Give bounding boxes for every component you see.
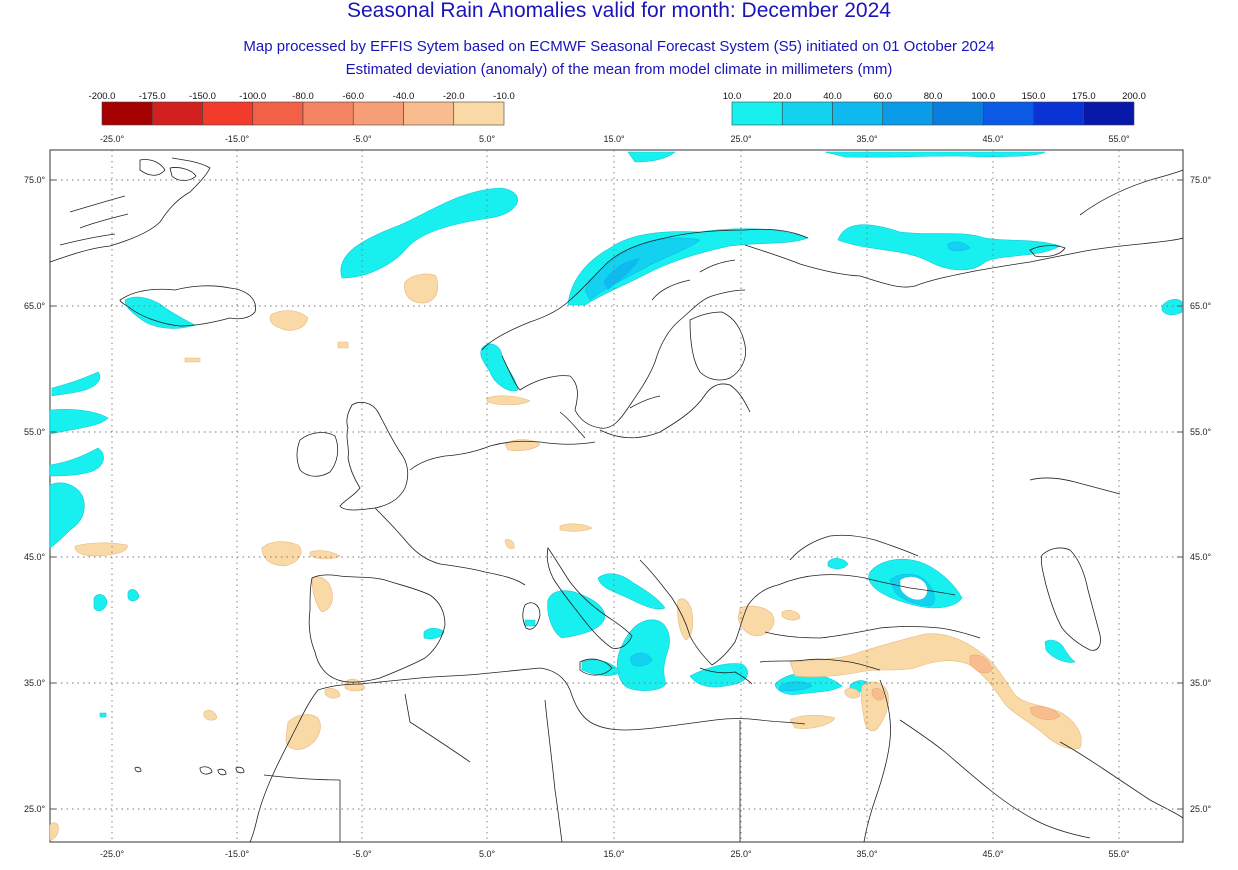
lat-label: 55.0° (24, 427, 46, 437)
legend-positive-label: 60.0 (874, 91, 893, 102)
top-lon-label: -15.0° (225, 134, 250, 144)
legend-negative-swatch (302, 101, 354, 126)
lat-label: 45.0° (24, 552, 46, 562)
legend-positive-swatch (731, 101, 783, 126)
legend-negative-label: -200.0 (89, 91, 116, 102)
legend-positive-swatch (1033, 101, 1085, 126)
legend-negative-swatch (403, 101, 455, 126)
legend-negative-anomaly: -200.0 -175.0 -150.0 -100.0 -80.0 -60.0 -40.0 -… (89, 91, 515, 126)
graticule (50, 150, 1183, 842)
legend-positive-anomaly: 10.0 20.0 40.0 60.0 80.0 100.0 150.0 175.0 200.0 (723, 91, 1146, 126)
lat-label: 25.0° (1190, 804, 1212, 814)
legend-negative-label: -175.0 (139, 91, 166, 102)
legend-negative-label: -40.0 (393, 91, 415, 102)
legend-positive-label: 150.0 (1022, 91, 1046, 102)
legend-negative-label: -80.0 (292, 91, 314, 102)
map-subtitle-source: Map processed by EFFIS Sytem based on EC… (243, 38, 995, 55)
legend-negative-label: -100.0 (239, 91, 266, 102)
lat-label: 25.0° (24, 804, 46, 814)
legend-negative-swatch (101, 101, 153, 126)
coastlines (49, 157, 1184, 843)
bottom-lon-label: -15.0° (225, 849, 250, 859)
legend-negative-swatch (252, 101, 304, 126)
frame-ticks (50, 179, 1183, 810)
legend-negative-label: -20.0 (443, 91, 465, 102)
legend-negative-swatch (453, 101, 505, 126)
top-lon-label: 45.0° (982, 134, 1004, 144)
legend-negative-swatch (352, 101, 404, 126)
legend-positive-swatch (932, 101, 984, 126)
top-lon-label: 55.0° (1108, 134, 1130, 144)
top-lon-label: 25.0° (730, 134, 752, 144)
bottom-lon-label: -25.0° (100, 849, 125, 859)
top-lon-label: 15.0° (603, 134, 625, 144)
bottom-lon-label: 25.0° (730, 849, 752, 859)
legend-positive-swatch (982, 101, 1034, 126)
legend-positive-swatch (882, 101, 934, 126)
lat-label: 65.0° (24, 301, 46, 311)
left-latitude-labels: 75.0° 65.0° 55.0° 45.0° 35.0° 25.0° (24, 175, 46, 814)
legend-positive-swatch (781, 101, 833, 126)
lat-label: 65.0° (1190, 301, 1212, 311)
legend-negative-label: -10.0 (493, 91, 515, 102)
top-lon-label: 5.0° (479, 134, 496, 144)
legend-positive-swatch (1083, 101, 1135, 126)
lat-label: 35.0° (24, 678, 46, 688)
lat-label: 75.0° (1190, 175, 1212, 185)
top-longitude-labels: -25.0° -15.0° -5.0° 5.0° 15.0° 25.0° 35.… (100, 134, 1130, 144)
lat-label: 45.0° (1190, 552, 1212, 562)
bottom-lon-label: 5.0° (479, 849, 496, 859)
lat-label: 75.0° (24, 175, 46, 185)
legend-negative-swatch (202, 101, 254, 126)
legend-negative-label: -150.0 (189, 91, 216, 102)
top-lon-label: -5.0° (352, 134, 372, 144)
lat-label: 35.0° (1190, 678, 1212, 688)
lat-label: 55.0° (1190, 427, 1212, 437)
legend-positive-label: 10.0 (723, 91, 742, 102)
right-latitude-labels: 75.0° 65.0° 55.0° 45.0° 35.0° 25.0° (1190, 175, 1212, 814)
top-lon-label: 35.0° (856, 134, 878, 144)
page-title: Seasonal Rain Anomalies valid for month:… (347, 0, 891, 22)
bottom-lon-label: -5.0° (352, 849, 372, 859)
legend-positive-label: 40.0 (823, 91, 842, 102)
bottom-lon-label: 15.0° (603, 849, 625, 859)
legend-positive-label: 175.0 (1072, 91, 1096, 102)
map-subtitle-units: Estimated deviation (anomaly) of the mea… (345, 61, 893, 78)
legend-positive-label: 80.0 (924, 91, 943, 102)
legend-positive-label: 20.0 (773, 91, 792, 102)
legend-positive-label: 100.0 (971, 91, 995, 102)
legend-positive-swatch (832, 101, 884, 126)
anomaly-shading (49, 151, 1183, 841)
legend-positive-label: 200.0 (1122, 91, 1146, 102)
bottom-lon-label: 45.0° (982, 849, 1004, 859)
legend-negative-label: -60.0 (342, 91, 364, 102)
top-lon-label: -25.0° (100, 134, 125, 144)
bottom-lon-label: 35.0° (856, 849, 878, 859)
bottom-lon-label: 55.0° (1108, 849, 1130, 859)
legend-negative-swatch (151, 101, 203, 126)
bottom-longitude-labels: -25.0° -15.0° -5.0° 5.0° 15.0° 25.0° 35.… (100, 849, 1130, 859)
